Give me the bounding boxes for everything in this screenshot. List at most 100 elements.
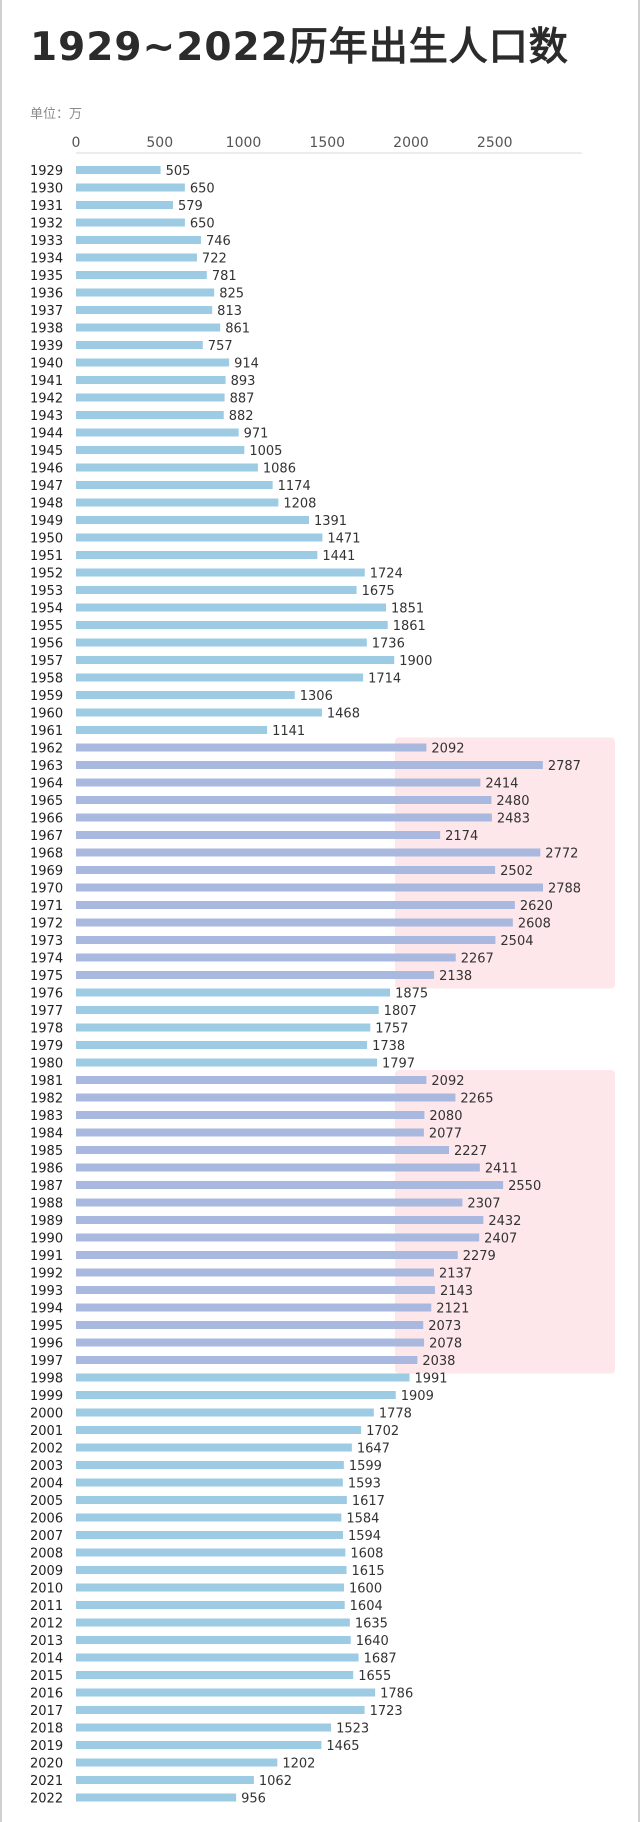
value-label: 956 xyxy=(241,1792,266,1807)
value-label: 1086 xyxy=(263,462,296,477)
bar xyxy=(76,288,215,297)
bar xyxy=(76,1636,351,1644)
year-label: 1943 xyxy=(30,409,63,424)
bar xyxy=(76,1408,374,1417)
bar xyxy=(76,1496,347,1504)
value-label: 722 xyxy=(202,252,227,267)
value-label: 1594 xyxy=(348,1529,381,1544)
year-label: 1947 xyxy=(30,479,63,494)
year-label: 1964 xyxy=(30,777,63,792)
value-label: 1702 xyxy=(366,1424,399,1439)
year-label: 1966 xyxy=(30,812,63,827)
year-label: 1988 xyxy=(30,1197,63,1212)
value-label: 1861 xyxy=(393,619,426,634)
bar xyxy=(76,586,357,594)
x-tick-label: 1000 xyxy=(226,135,262,151)
value-label: 1599 xyxy=(349,1459,382,1474)
year-label: 1933 xyxy=(30,234,63,249)
year-label: 1999 xyxy=(30,1389,63,1404)
right-border xyxy=(638,0,640,1822)
year-label: 1991 xyxy=(30,1249,63,1264)
bar xyxy=(76,481,273,489)
year-label: 1961 xyxy=(30,724,63,739)
year-label: 2006 xyxy=(30,1512,63,1527)
year-label: 2007 xyxy=(30,1529,63,1544)
bar xyxy=(76,603,387,612)
year-label: 2009 xyxy=(30,1564,63,1579)
year-label: 1980 xyxy=(30,1057,63,1072)
bar xyxy=(76,638,367,647)
value-label: 1655 xyxy=(358,1669,391,1684)
value-label: 2137 xyxy=(439,1267,472,1282)
value-label: 2432 xyxy=(488,1214,521,1229)
bar xyxy=(76,971,435,979)
value-label: 971 xyxy=(244,427,269,442)
year-label: 2013 xyxy=(30,1634,63,1649)
year-label: 1973 xyxy=(30,934,63,949)
bar xyxy=(76,551,318,559)
bar xyxy=(76,1793,237,1802)
year-label: 1954 xyxy=(30,602,63,617)
year-label: 2011 xyxy=(30,1599,63,1614)
value-label: 1786 xyxy=(380,1687,413,1702)
year-label: 1969 xyxy=(30,864,63,879)
value-label: 1635 xyxy=(355,1617,388,1632)
bar xyxy=(76,1583,344,1592)
year-label: 1967 xyxy=(30,829,63,844)
value-label: 2227 xyxy=(454,1144,487,1159)
year-label: 1975 xyxy=(30,969,63,984)
value-label: 1617 xyxy=(352,1494,385,1509)
bar xyxy=(76,1233,480,1242)
value-label: 2620 xyxy=(520,899,553,914)
year-label: 1953 xyxy=(30,584,63,599)
bar xyxy=(76,533,323,542)
bar xyxy=(76,1286,435,1294)
value-label: 2092 xyxy=(431,742,464,757)
year-label: 1931 xyxy=(30,199,63,214)
bar xyxy=(76,778,481,787)
year-label: 2003 xyxy=(30,1459,63,1474)
bar xyxy=(76,1513,342,1522)
bar xyxy=(76,936,496,944)
bar xyxy=(76,1023,371,1032)
bar xyxy=(76,1041,368,1049)
value-label: 2080 xyxy=(429,1109,462,1124)
value-label: 882 xyxy=(229,409,254,424)
unit-label: 单位：万 xyxy=(30,107,83,122)
value-label: 2174 xyxy=(445,829,478,844)
bar xyxy=(76,831,441,839)
bar xyxy=(76,253,197,262)
value-label: 1005 xyxy=(249,444,282,459)
year-label: 1934 xyxy=(30,252,63,267)
value-label: 1615 xyxy=(352,1564,385,1579)
year-label: 2002 xyxy=(30,1442,63,1457)
value-label: 1174 xyxy=(278,479,311,494)
year-label: 2008 xyxy=(30,1547,63,1562)
value-label: 1202 xyxy=(282,1757,315,1772)
value-label: 2143 xyxy=(440,1284,473,1299)
year-label: 1993 xyxy=(30,1284,63,1299)
year-label: 1945 xyxy=(30,444,63,459)
bar xyxy=(76,813,492,822)
year-label: 1955 xyxy=(30,619,63,634)
year-label: 1949 xyxy=(30,514,63,529)
year-label: 1986 xyxy=(30,1162,63,1177)
value-label: 1391 xyxy=(314,514,347,529)
value-label: 2480 xyxy=(496,794,529,809)
value-label: 1306 xyxy=(300,689,333,704)
year-label: 2010 xyxy=(30,1582,63,1597)
bar xyxy=(76,673,364,682)
bar xyxy=(76,1111,425,1119)
bar xyxy=(76,1251,458,1259)
bar xyxy=(76,796,492,804)
year-label: 1963 xyxy=(30,759,63,774)
year-label: 1979 xyxy=(30,1039,63,1054)
year-label: 1989 xyxy=(30,1214,63,1229)
bar xyxy=(76,1198,463,1207)
value-label: 2787 xyxy=(548,759,581,774)
bar xyxy=(76,708,322,717)
value-label: 2788 xyxy=(548,882,581,897)
bar xyxy=(76,341,203,349)
value-label: 2407 xyxy=(484,1232,517,1247)
